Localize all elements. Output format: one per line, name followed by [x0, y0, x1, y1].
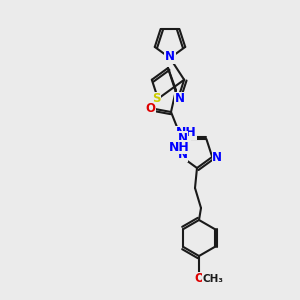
Text: O: O: [194, 272, 204, 286]
Text: NH: NH: [176, 127, 197, 140]
Text: NH: NH: [169, 141, 190, 154]
Text: N: N: [212, 152, 222, 164]
Text: N: N: [178, 148, 188, 161]
Text: S: S: [152, 92, 160, 105]
Text: N: N: [165, 50, 175, 64]
Text: CH₃: CH₃: [202, 274, 224, 284]
Text: O: O: [145, 103, 155, 116]
Text: N: N: [178, 132, 188, 145]
Text: N: N: [175, 92, 185, 105]
